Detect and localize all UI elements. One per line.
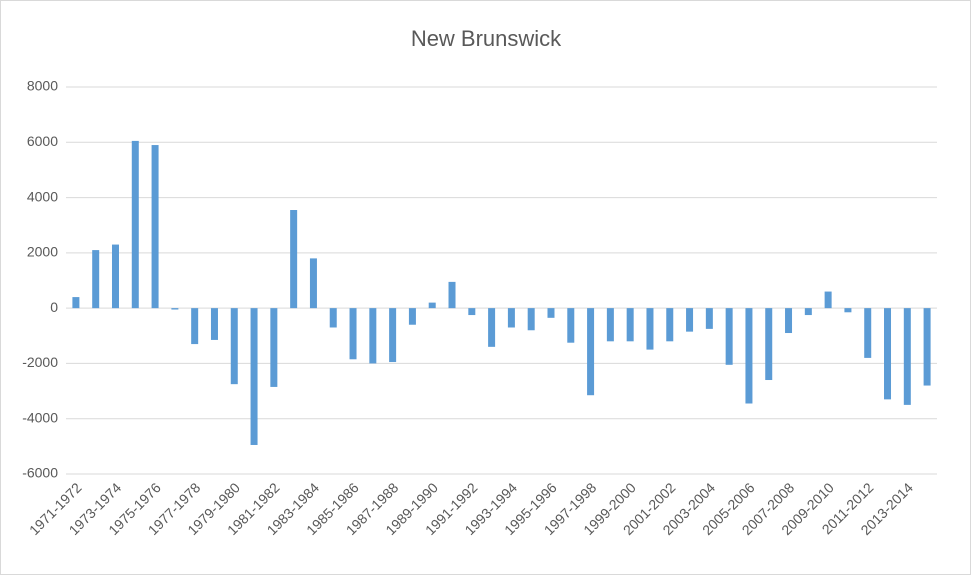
chart-title: New Brunswick — [411, 26, 562, 51]
y-tick-label: 2000 — [27, 244, 58, 260]
bar — [547, 308, 555, 318]
bar — [468, 308, 476, 316]
bar — [389, 308, 397, 363]
bar — [309, 258, 317, 309]
bar — [725, 308, 733, 365]
bar — [804, 308, 812, 316]
bar — [171, 308, 179, 310]
bar — [705, 308, 713, 329]
bar — [884, 308, 892, 400]
bar — [448, 281, 456, 309]
bar — [92, 250, 100, 309]
bar — [72, 297, 80, 309]
y-tick-label: 6000 — [27, 133, 58, 149]
bar — [923, 308, 931, 386]
bar — [349, 308, 357, 360]
bar — [290, 210, 298, 309]
bar — [587, 308, 595, 396]
bar — [824, 291, 832, 309]
y-tick-label: 4000 — [27, 188, 58, 204]
y-tick-label: -2000 — [22, 354, 58, 370]
bar — [646, 308, 654, 350]
y-tick-label: -4000 — [22, 409, 58, 425]
bar — [864, 308, 872, 358]
bar — [626, 308, 634, 342]
bar — [131, 140, 139, 309]
bar — [666, 308, 674, 342]
bar — [567, 308, 575, 343]
bar — [488, 308, 496, 347]
bar — [111, 244, 119, 309]
bar — [765, 308, 773, 381]
bar — [270, 308, 278, 387]
y-tick-label: -6000 — [22, 465, 58, 481]
bar — [250, 308, 258, 445]
bar — [329, 308, 337, 328]
bar — [844, 308, 852, 313]
bar — [210, 308, 218, 340]
bar — [606, 308, 614, 342]
bar — [686, 308, 694, 332]
y-tick-label: 0 — [50, 299, 58, 315]
bar — [785, 308, 793, 334]
bar — [408, 308, 416, 325]
bar — [527, 308, 535, 331]
bar — [428, 302, 436, 309]
bar — [369, 308, 377, 364]
bar — [151, 145, 159, 309]
bar — [507, 308, 515, 328]
y-tick-label: 8000 — [27, 78, 58, 94]
bar — [230, 308, 238, 385]
bar — [745, 308, 753, 404]
bar — [903, 308, 911, 405]
bar — [191, 308, 199, 345]
